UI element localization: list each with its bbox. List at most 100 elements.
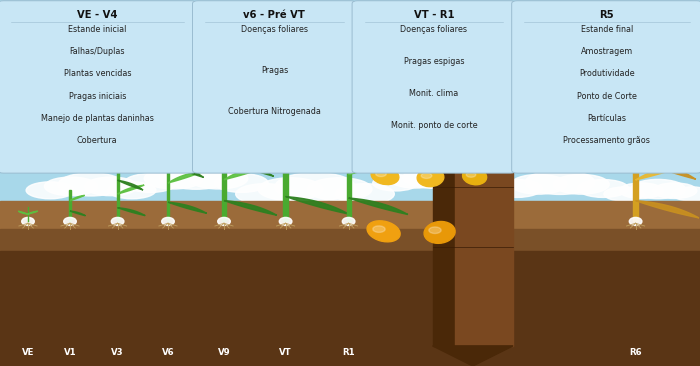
Ellipse shape (511, 175, 567, 194)
Text: R5: R5 (438, 164, 449, 173)
FancyBboxPatch shape (512, 1, 700, 173)
Text: Pragas: Pragas (261, 66, 288, 75)
Text: R4: R4 (438, 109, 449, 118)
Ellipse shape (672, 187, 700, 201)
Ellipse shape (342, 217, 355, 225)
Ellipse shape (631, 179, 685, 199)
Ellipse shape (652, 183, 696, 198)
Text: Manejo de plantas daninhas: Manejo de plantas daninhas (41, 114, 154, 123)
Ellipse shape (26, 182, 74, 199)
Text: VT - R1: VT - R1 (414, 10, 454, 20)
Polygon shape (286, 147, 345, 168)
Ellipse shape (58, 173, 124, 196)
Ellipse shape (578, 180, 629, 197)
Polygon shape (118, 185, 144, 194)
Ellipse shape (393, 70, 400, 74)
Polygon shape (168, 171, 205, 183)
Bar (284, 97, 288, 221)
Ellipse shape (307, 178, 372, 201)
Ellipse shape (373, 226, 385, 232)
Text: Partículas: Partículas (587, 114, 626, 123)
Ellipse shape (44, 177, 97, 196)
Ellipse shape (279, 217, 292, 225)
Ellipse shape (22, 217, 34, 225)
Polygon shape (636, 118, 692, 141)
Ellipse shape (466, 172, 476, 177)
Ellipse shape (417, 168, 444, 187)
Text: R6: R6 (438, 224, 449, 233)
Ellipse shape (427, 38, 441, 49)
FancyBboxPatch shape (352, 1, 516, 173)
Polygon shape (286, 197, 349, 214)
Ellipse shape (390, 171, 440, 188)
Text: VE - V4: VE - V4 (77, 10, 118, 20)
Ellipse shape (215, 173, 268, 193)
Ellipse shape (424, 221, 455, 243)
Polygon shape (224, 159, 274, 176)
Ellipse shape (189, 168, 248, 189)
Ellipse shape (462, 116, 483, 131)
Ellipse shape (435, 81, 442, 85)
Text: Pragas iniciais: Pragas iniciais (69, 92, 126, 101)
Ellipse shape (371, 167, 399, 184)
Text: Ponto de Corte: Ponto de Corte (577, 92, 637, 101)
Bar (167, 145, 169, 221)
Polygon shape (224, 119, 272, 138)
Text: Estande final: Estande final (581, 25, 633, 34)
Ellipse shape (421, 173, 432, 179)
Text: VE: VE (22, 348, 34, 357)
Ellipse shape (336, 184, 394, 204)
Ellipse shape (85, 177, 138, 196)
Polygon shape (18, 211, 28, 214)
Polygon shape (70, 195, 85, 201)
Ellipse shape (463, 168, 486, 185)
Text: Cobertura Nitrogenada: Cobertura Nitrogenada (228, 108, 321, 116)
Text: Plantas vencidas: Plantas vencidas (64, 70, 131, 78)
Text: Processamento grãos: Processamento grãos (564, 136, 650, 145)
Ellipse shape (403, 167, 465, 188)
Ellipse shape (236, 184, 294, 204)
Polygon shape (168, 202, 206, 213)
Bar (346, 104, 351, 221)
Ellipse shape (619, 183, 664, 198)
Polygon shape (349, 107, 402, 128)
Ellipse shape (429, 41, 435, 45)
Ellipse shape (380, 119, 390, 123)
Polygon shape (349, 157, 406, 175)
Ellipse shape (377, 115, 400, 131)
Text: Doenças foliares: Doenças foliares (400, 25, 468, 34)
Ellipse shape (218, 217, 230, 225)
Text: V1: V1 (64, 348, 76, 357)
Ellipse shape (428, 171, 478, 188)
Bar (0, 229, 700, 366)
Text: Produtividade: Produtividade (579, 70, 635, 78)
Text: Falhas/Duplas: Falhas/Duplas (69, 47, 125, 56)
Text: VT: VT (279, 348, 292, 357)
Polygon shape (168, 164, 204, 178)
Bar (455, 9, 513, 346)
Polygon shape (118, 208, 145, 216)
Ellipse shape (275, 173, 355, 201)
Text: Doenças foliares: Doenças foliares (241, 25, 308, 34)
Bar (0, 251, 700, 366)
Ellipse shape (124, 173, 177, 193)
Polygon shape (70, 211, 85, 216)
Text: V3: V3 (111, 348, 124, 357)
Ellipse shape (367, 221, 400, 242)
Ellipse shape (162, 217, 174, 225)
Ellipse shape (422, 120, 432, 125)
Ellipse shape (258, 178, 323, 201)
Text: Cobertura: Cobertura (77, 136, 118, 145)
Polygon shape (286, 152, 346, 172)
Ellipse shape (526, 170, 594, 194)
Text: R6: R6 (629, 348, 642, 357)
Text: R3: R3 (438, 56, 449, 65)
Ellipse shape (450, 175, 496, 191)
Ellipse shape (160, 164, 232, 189)
Polygon shape (224, 164, 275, 180)
Polygon shape (118, 180, 143, 190)
Ellipse shape (419, 116, 442, 132)
Text: R2: R2 (438, 12, 449, 21)
Polygon shape (433, 346, 513, 366)
Ellipse shape (372, 175, 418, 191)
